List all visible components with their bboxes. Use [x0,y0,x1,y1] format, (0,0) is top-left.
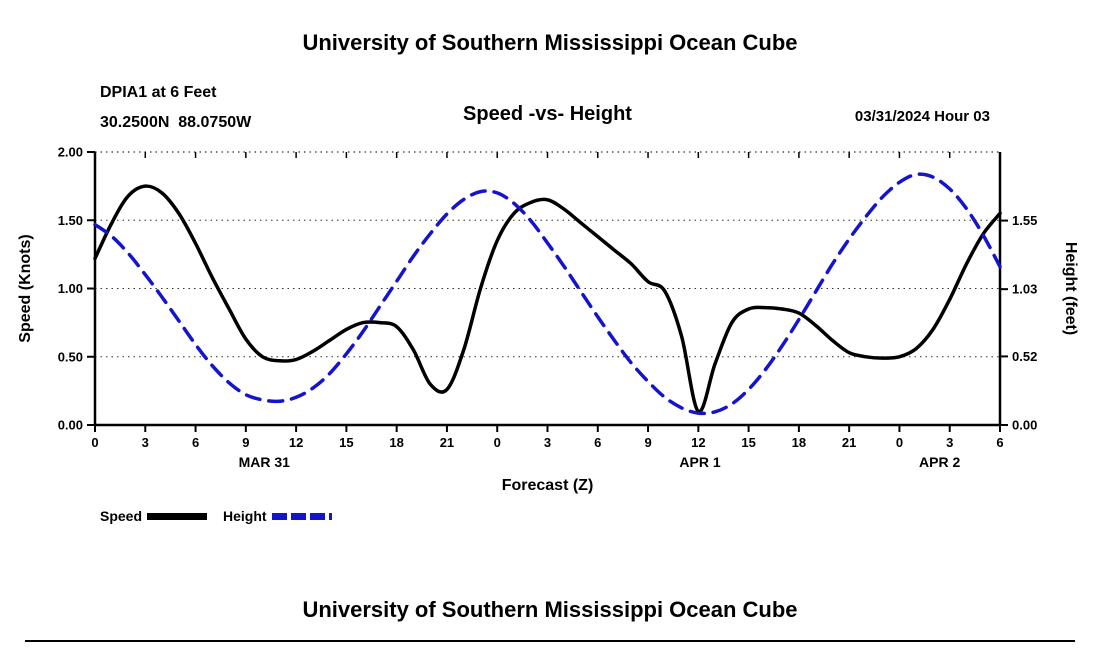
legend-label-speed: Speed [100,508,143,524]
x-axis-tick-label: 12 [289,435,303,450]
footer-divider [25,640,1075,642]
left-axis-tick-label: 1.50 [58,213,83,228]
left-axis-title: Speed (Knots) [17,234,34,342]
x-axis-tick-label: 9 [644,435,651,450]
x-axis-tick-label: 3 [142,435,149,450]
x-axis-tick-label: 21 [440,435,454,450]
x-axis-tick-label: 3 [946,435,953,450]
x-axis-tick-label: 21 [842,435,856,450]
footer-title: University of Southern Mississippi Ocean… [302,597,798,622]
x-axis-tick-label: 0 [494,435,501,450]
x-axis-tick-label: 15 [339,435,353,450]
legend-item-speed: Speed [100,508,208,524]
series-speed-line [93,184,1002,414]
left-axis-tick-label: 0.50 [58,349,83,364]
day-label: MAR 31 [239,454,291,470]
x-axis-tick-label: 6 [996,435,1003,450]
x-axis-tick-label: 9 [242,435,249,450]
right-axis-tick-label: 1.55 [1012,213,1037,228]
x-axis-tick-label: 18 [389,435,403,450]
station-coordinates: 30.2500N 88.0750W [100,114,252,131]
legend-swatch-speed [147,512,208,520]
right-axis-tick-label: 0.52 [1012,349,1037,364]
x-axis-tick-label: 15 [741,435,755,450]
speed-height-chart: 0.00 0.50 1.00 1.50 2.00 0.00 0.52 1.03 1.55 0 3 6 9… [17,145,1079,471]
station-info: DPIA1 at 6 Feet 30.2500N 88.0750W [100,78,251,138]
left-axis-tick-label: 1.00 [58,281,83,296]
forecast-run-time: 03/31/2024 Hour 03 [854,108,990,125]
series-height-line [93,172,1002,416]
x-axis-tick-label: 12 [691,435,705,450]
page-title: University of Southern Mississippi Ocean… [302,30,798,55]
x-axis-tick-label: 3 [544,435,551,450]
right-axis-title: Height (feet) [1062,242,1079,335]
x-axis-tick-label: 0 [91,435,98,450]
x-axis-tick-label: 18 [792,435,806,450]
left-axis-tick-label: 0.00 [58,418,83,433]
station-name: DPIA1 at 6 Feet [100,84,217,101]
right-axis-tick-label: 1.03 [1012,282,1037,297]
left-axis-tick-label: 2.00 [58,145,83,160]
right-axis-tick-label: 0.00 [1012,418,1037,433]
legend-label-height: Height [223,508,267,524]
x-axis-tick-label: 0 [896,435,903,450]
x-axis-tick-label: 6 [192,435,199,450]
x-axis-title: Forecast (Z) [501,477,594,494]
day-label: APR 2 [919,454,960,470]
day-label: APR 1 [679,454,720,470]
legend-swatch-height [271,512,332,520]
legend-item-height: Height [223,508,332,524]
chart-legend: Speed Height [100,508,332,524]
plot-title: Speed -vs- Height [463,103,632,125]
x-axis-tick-label: 6 [594,435,601,450]
